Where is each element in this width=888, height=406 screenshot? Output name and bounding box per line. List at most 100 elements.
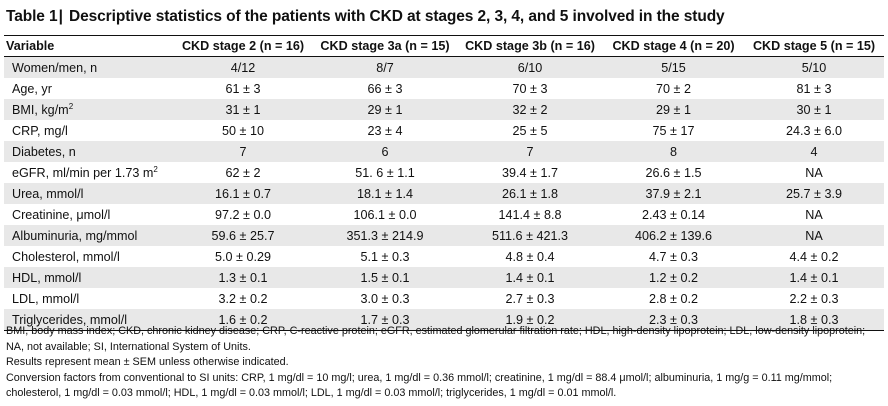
table-cell: 106.1 ± 0.0 [353, 207, 417, 222]
table-cell: 50 ± 10 [222, 123, 264, 138]
variable-text: Urea, mmol/l [12, 186, 84, 201]
statistics-table: Variable CKD stage 2 (n = 16) CKD stage … [4, 35, 884, 331]
table-cell: NA [805, 207, 823, 222]
row-variable-label: Women/men, n [4, 56, 173, 78]
column-header-stage-2: CKD stage 2 (n = 16) [173, 35, 313, 57]
table-row: Women/men, n 4/12 8/7 6/10 5/15 5/10 [4, 56, 884, 78]
table-cell: 1.6 ± 0.2 [173, 309, 313, 331]
table-cell: 7 [457, 141, 603, 162]
table-row: Age, yr 61 ± 3 66 ± 3 70 ± 3 70 ± 2 81 ± 3 [4, 78, 884, 99]
table-row: Triglycerides, mmol/l 1.6 ± 0.2 1.7 ± 0.3 1… [4, 309, 884, 331]
table-cell: 4/12 [173, 56, 313, 78]
table-body: Women/men, n 4/12 8/7 6/10 5/15 5/10 Age, yr 61… [4, 56, 884, 331]
table-cell: NA [744, 225, 884, 246]
table-cell: 70 ± 3 [512, 81, 548, 96]
variable-text: Triglycerides, mmol/l [12, 312, 127, 327]
table-cell: 1.7 ± 0.3 [313, 309, 457, 331]
table-cell: 30 ± 1 [744, 99, 884, 120]
table-header: Variable CKD stage 2 (n = 16) CKD stage … [4, 35, 884, 57]
table-cell: 5.0 ± 0.29 [215, 249, 271, 264]
table-cell: 59.6 ± 25.7 [173, 225, 313, 246]
table-row: CRP, mg/l 50 ± 10 23 ± 4 25 ± 5 75 ± 17 24.3 … [4, 120, 884, 141]
table-cell: 23 ± 4 [367, 123, 403, 138]
table-cell: 3.0 ± 0.3 [360, 291, 410, 306]
table-cell: 4.4 ± 0.2 [789, 249, 839, 264]
row-variable-label: eGFR, ml/min per 1.73 m2 [4, 162, 173, 183]
row-variable-label: Cholesterol, mmol/l [4, 246, 173, 267]
table-cell: 2.7 ± 0.3 [505, 291, 555, 306]
table-cell: 2.2 ± 0.3 [789, 291, 839, 306]
table-cell: 62 ± 2 [225, 165, 261, 180]
footnote-results: Results represent mean ± SEM unless othe… [6, 356, 289, 368]
table-cell: 406.2 ± 139.6 [603, 225, 744, 246]
table-cell: 3.2 ± 0.2 [218, 291, 268, 306]
table-cell: 8/7 [313, 56, 457, 78]
table-row: Cholesterol, mmol/l 5.0 ± 0.29 5.1 ± 0.3 4.… [4, 246, 884, 267]
table-cell: 26.6 ± 1.5 [645, 165, 702, 180]
table-cell: 25 ± 5 [512, 123, 548, 138]
table-title: Table 1| Descriptive statistics of the p… [6, 8, 725, 26]
row-variable-label: CRP, mg/l [4, 120, 173, 141]
table-row: Creatinine, μmol/l 97.2 ± 0.0 106.1 ± 0.0 1… [4, 204, 884, 225]
variable-text: eGFR, ml/min per 1.73 m [12, 165, 154, 180]
footnote-conversion: Conversion factors from conventional to … [6, 371, 833, 400]
table-cell: 6/10 [457, 56, 603, 78]
row-variable-label: Age, yr [4, 78, 173, 99]
row-variable-label: HDL, mmol/l [4, 267, 173, 288]
row-variable-label: Urea, mmol/l [4, 183, 173, 204]
table-label: Table 1 [6, 8, 58, 25]
table-cell: 1.3 ± 0.1 [173, 267, 313, 288]
column-header-stage-3a: CKD stage 3a (n = 15) [313, 35, 457, 57]
table-cell: 97.2 ± 0.0 [215, 207, 271, 222]
table-row: BMI, kg/m2 31 ± 1 29 ± 1 32 ± 2 29 ± 1 30 ± 1 [4, 99, 884, 120]
variable-text: Cholesterol, mmol/l [12, 249, 120, 264]
table-cell: 26.1 ± 1.8 [457, 183, 603, 204]
table-cell: 2.3 ± 0.3 [603, 309, 744, 331]
footnote-abbreviations: BMI, body mass index; CKD, chronic kidne… [6, 325, 866, 353]
table-cell: 5/15 [603, 56, 744, 78]
table-cell: 6 [313, 141, 457, 162]
variable-text: Women/men, n [12, 60, 98, 75]
table-row: LDL, mmol/l 3.2 ± 0.2 3.0 ± 0.3 2.7 ± 0.3 2.… [4, 288, 884, 309]
table-cell: 31 ± 1 [173, 99, 313, 120]
column-header-variable: Variable [4, 35, 173, 57]
variable-text: Age, yr [12, 81, 52, 96]
table-cell: 4 [744, 141, 884, 162]
variable-text: HDL, mmol/l [12, 270, 82, 285]
variable-text: Diabetes, n [12, 144, 76, 159]
table-cell: 32 ± 2 [457, 99, 603, 120]
title-separator: | [58, 8, 63, 25]
table-row: eGFR, ml/min per 1.73 m2 62 ± 2 51. 6 ± 1.… [4, 162, 884, 183]
variable-text: BMI, kg/m [12, 102, 69, 117]
table-cell: 24.3 ± 6.0 [786, 123, 842, 138]
table-row: Urea, mmol/l 16.1 ± 0.7 18.1 ± 1.4 26.1 ± 1… [4, 183, 884, 204]
variable-superscript: 2 [68, 101, 74, 111]
row-variable-label: Triglycerides, mmol/l [4, 309, 173, 331]
row-variable-label: Albuminuria, mg/mmol [4, 225, 173, 246]
table-cell: 2.8 ± 0.2 [649, 291, 698, 306]
variable-text: Albuminuria, mg/mmol [12, 228, 138, 243]
table-cell: 51. 6 ± 1.1 [355, 165, 415, 180]
table-cell: 351.3 ± 214.9 [313, 225, 457, 246]
header-row: Variable CKD stage 2 (n = 16) CKD stage … [4, 35, 884, 57]
table-cell: 5.1 ± 0.3 [360, 249, 410, 264]
table-cell: 1.8 ± 0.3 [744, 309, 884, 331]
column-header-stage-5: CKD stage 5 (n = 15) [744, 35, 884, 57]
table-row: Albuminuria, mg/mmol 59.6 ± 25.7 351.3 ± 2… [4, 225, 884, 246]
variable-text: Creatinine, μmol/l [12, 207, 111, 222]
row-variable-label: BMI, kg/m2 [4, 99, 173, 120]
table-cell: 81 ± 3 [796, 81, 832, 96]
table-cell: 29 ± 1 [313, 99, 457, 120]
column-header-stage-4: CKD stage 4 (n = 20) [603, 35, 744, 57]
variable-superscript: 2 [153, 164, 158, 174]
table-cell: 1.5 ± 0.1 [313, 267, 457, 288]
column-header-stage-3b: CKD stage 3b (n = 16) [457, 35, 603, 57]
table-caption: Descriptive statistics of the patients w… [69, 8, 725, 25]
table-cell: 66 ± 3 [367, 81, 403, 96]
table-cell: 141.4 ± 8.8 [498, 207, 562, 222]
table-cell: 37.9 ± 2.1 [603, 183, 744, 204]
table-cell: 1.9 ± 0.2 [457, 309, 603, 331]
variable-text: LDL, mmol/l [12, 291, 80, 306]
table-cell: 70 ± 2 [656, 81, 691, 96]
